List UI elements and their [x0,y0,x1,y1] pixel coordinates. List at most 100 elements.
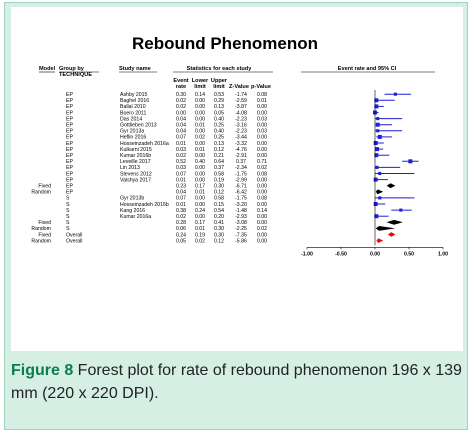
row-study-name: Gyr 2013b [120,196,144,202]
row-p-value: 0.00 [257,110,267,116]
row-lower-limit: 0.40 [195,159,205,165]
row-study-name: Kumar 2016a [120,214,151,220]
row-lower-limit: 0.00 [195,165,205,171]
row-p-value: 0.00 [257,147,267,153]
figure-container: Rebound Phenomenon Model Group by TECHNI… [4,2,468,430]
row-z-value: -3.32 [235,141,247,147]
row-event-rate: 0.07 [176,135,186,141]
row-event-rate: 0.00 [176,110,186,116]
effect-square [374,214,379,219]
row-lower-limit: 0.00 [195,129,205,135]
row-p-value: 0.00 [257,123,267,129]
row-event-rate: 0.04 [176,123,186,129]
row-upper-limit: 0.30 [214,226,224,232]
row-lower-limit: 0.00 [195,202,205,208]
forest-row: S Kang 2016 0.38 0.24 0.54 -1.48 0.14 [66,208,412,214]
row-event-rate: 0.02 [176,98,186,104]
row-event-rate: 0.01 [176,202,186,208]
row-p-value: 0.08 [257,196,267,202]
row-lower-limit: 0.00 [195,110,205,116]
row-upper-limit: 0.58 [214,171,224,177]
row-model: Fixed [38,232,51,238]
effect-square [408,159,413,164]
row-lower-limit: 0.00 [195,196,205,202]
row-p-value: 0.08 [257,171,267,177]
row-model: Random [31,238,51,244]
row-p-value: 0.00 [257,184,267,190]
effect-square [375,165,379,169]
x-tick-label: -0.50 [335,251,347,257]
row-p-value: 0.00 [257,153,267,159]
row-lower-limit: 0.00 [195,104,205,110]
row-event-rate: 0.04 [176,190,186,196]
row-lower-limit: 0.00 [195,153,205,159]
row-group: S [66,220,70,226]
forest-row: EP Ballal 2010 0.02 0.00 0.13 -3.87 0.00 [66,104,384,110]
row-upper-limit: 0.29 [214,98,224,104]
row-upper-limit: 0.37 [214,165,224,171]
row-group: S [66,202,70,208]
header-study-name: Study name [119,66,151,72]
header-plot-title: Event rate and 95% CI [338,66,397,72]
row-z-value: -2.34 [235,165,247,171]
row-lower-limit: 0.02 [195,135,205,141]
row-group: EP [66,141,73,147]
row-event-rate: 0.24 [176,232,186,238]
row-event-rate: 0.05 [176,238,186,244]
forest-rows: EP Ashby 2015 0.30 0.14 0.53 -1.74 0.08 EP Baghe… [31,92,419,244]
row-event-rate: 0.04 [176,129,186,135]
row-study-name: Kang 2016 [120,208,145,214]
forest-row: Random EP 0.04 0.01 0.12 -6.42 0.00 [31,189,384,196]
row-p-value: 0.14 [257,208,267,214]
row-group: S [66,196,70,202]
row-upper-limit: 0.25 [214,135,224,141]
row-z-value: -3.87 [235,104,247,110]
row-lower-limit: 0.01 [195,190,205,196]
forest-row: EP Kulkarni 2015 0.03 0.01 0.12 -4.76 0.00 [66,147,384,153]
row-upper-limit: 0.58 [214,196,224,202]
row-group: EP [66,104,73,110]
forest-row: EP Hosseinzadeh 2016a 0.01 0.00 0.13 -3.32 0.0… [66,141,384,147]
row-group: EP [66,159,73,165]
row-p-value: 0.71 [257,159,267,165]
header-technique: TECHNIQUE [59,72,92,78]
forest-row: EP Leveille 2017 0.52 0.40 0.64 0.37 0.71 [66,159,419,165]
row-group: EP [66,184,73,190]
row-group: EP [66,190,73,196]
row-event-rate: 0.03 [176,147,186,153]
row-lower-limit: 0.00 [195,116,205,122]
forest-row: Random Overall 0.05 0.02 0.12 -5.86 0.00 [31,238,384,244]
row-p-value: 0.00 [257,190,267,196]
row-event-rate: 0.23 [176,184,186,190]
row-study-name: Hosseinzadeh 2016a [120,141,169,147]
row-lower-limit: 0.00 [195,98,205,104]
forest-row: S Hosseinzadeh 2016b 0.01 0.00 0.15 -3.20 0.00 [66,202,386,208]
row-group: EP [66,135,73,141]
forest-row: S Gyr 2013b 0.07 0.00 0.58 -1.75 0.08 [66,196,415,202]
row-z-value: -1.48 [235,208,247,214]
row-upper-limit: 0.25 [214,123,224,129]
pooled-diamond [375,189,384,195]
row-study-name: Hosseinzadeh 2016b [120,202,169,208]
x-tick-label: 1.00 [438,251,448,257]
row-z-value: -2.23 [235,116,247,122]
row-group: EP [66,98,73,104]
row-z-value: -1.74 [235,92,247,98]
effect-square [375,147,380,152]
row-event-rate: 0.07 [176,171,186,177]
row-z-value: -2.93 [235,214,247,220]
row-study-name: Ashby 2015 [120,92,148,98]
row-z-value: -3.20 [235,202,247,208]
x-tick-label: 0.00 [370,251,380,257]
row-upper-limit: 0.19 [214,177,224,183]
row-z-value: -3.08 [235,220,247,226]
effect-square [374,153,379,158]
row-group: EP [66,165,73,171]
row-event-rate: 0.02 [176,153,186,159]
row-upper-limit: 0.41 [214,220,224,226]
figure-caption: Figure 8 Forest plot for rate of rebound… [11,359,463,405]
pooled-diamond [376,238,384,243]
row-upper-limit: 0.05 [214,110,224,116]
row-model: Random [31,190,51,196]
row-upper-limit: 0.12 [214,190,224,196]
